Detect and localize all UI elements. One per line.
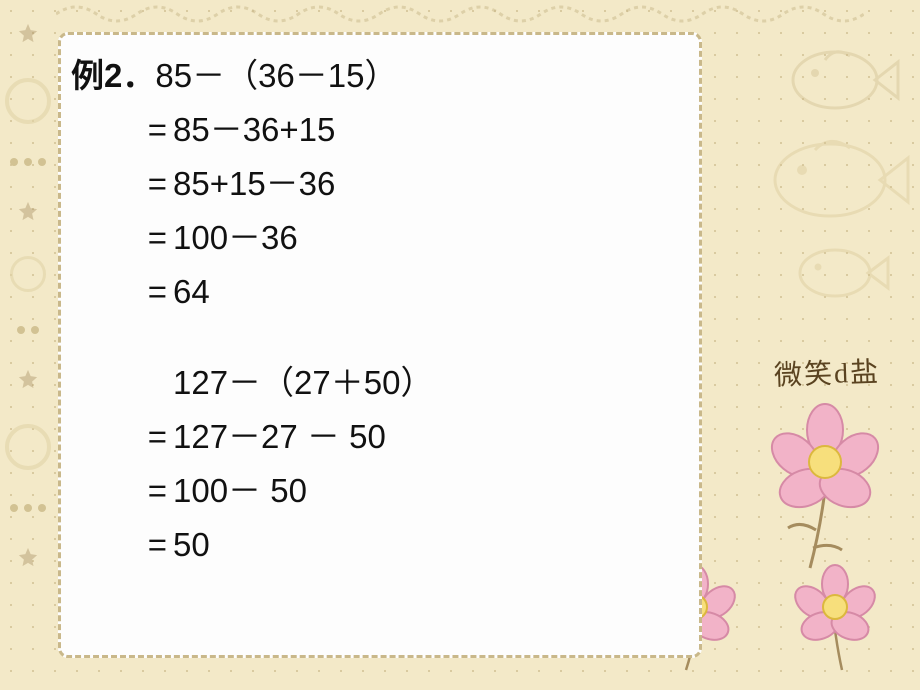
circle-icon [5, 78, 51, 124]
content-frame: 例2．85－（36－15） = 85－36+15 = 85+15－36 = 10… [58, 32, 702, 658]
slide-background: 微笑d盐 [0, 0, 920, 690]
left-decoration-stripe [0, 0, 56, 690]
top-wave-decoration [56, 0, 864, 28]
problem2-expression: 127－（27＋50） [67, 356, 685, 410]
problem1-header: 例2．85－（36－15） [67, 49, 685, 103]
problem2-step: = 127－27 － 50 [67, 410, 685, 464]
problem2-step: = 50 [67, 518, 685, 572]
star-icon [17, 368, 39, 390]
dot-row-icon [10, 158, 46, 166]
problem1-step: = 100－36 [67, 211, 685, 265]
math-content: 例2．85－（36－15） = 85－36+15 = 85+15－36 = 10… [67, 49, 685, 572]
star-icon [17, 22, 39, 44]
flower-icon [780, 562, 890, 672]
star-icon [17, 546, 39, 568]
problem1-step: = 85－36+15 [67, 103, 685, 157]
circle-icon [5, 424, 51, 470]
spacer [67, 320, 685, 356]
dot-row-icon [10, 504, 46, 512]
circle-icon [10, 256, 46, 292]
problem1-step: = 85+15－36 [67, 157, 685, 211]
example-label: 例2． [71, 57, 155, 94]
dot-row-icon [17, 326, 39, 334]
problem1-expression: 85－（36－15） [155, 57, 397, 94]
problem2-step: =100－ 50 [67, 464, 685, 518]
problem1-step: = 64 [67, 265, 685, 319]
star-icon [17, 200, 39, 222]
